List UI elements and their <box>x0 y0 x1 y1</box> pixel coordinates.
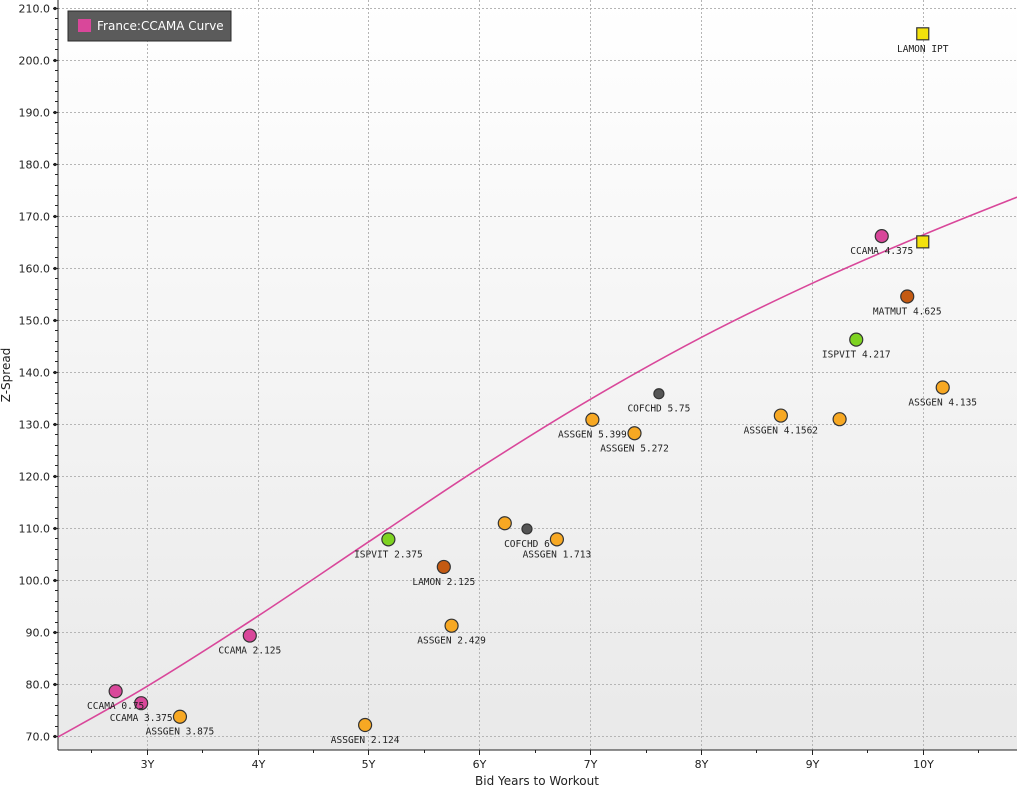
assgen-point[interactable] <box>935 380 950 395</box>
y-tick-dot <box>53 266 57 271</box>
x-tick-label: 4Y <box>252 758 266 771</box>
assgen-point-label: ASSGEN 4.1562 <box>744 426 818 437</box>
y-tick-label: 80.0 <box>26 679 51 692</box>
matmut-point-label: MATMUT 4.625 <box>873 306 942 317</box>
legend-entry-label: France:CCAMA Curve <box>97 19 224 33</box>
y-tick-dot <box>53 318 57 323</box>
assgen-point[interactable] <box>773 408 788 423</box>
cofchd-point[interactable] <box>521 523 533 535</box>
assgen-point-label: ASSGEN 5.272 <box>600 443 669 454</box>
y-tick-dot <box>53 370 57 375</box>
x-tick-label: 6Y <box>473 758 487 771</box>
y-tick-dot <box>53 58 57 63</box>
assgen-point-label: ASSGEN 3.875 <box>146 727 215 738</box>
lamon-ipt-point[interactable] <box>916 235 930 249</box>
lamon-ipt-point-label: LAMON IPT <box>897 44 949 55</box>
x-tick-label: 5Y <box>362 758 376 771</box>
curve-layer <box>57 196 1017 738</box>
y-tick-dot <box>53 6 57 11</box>
ccama-point-label: CCAMA 3.375 <box>110 713 173 724</box>
ispvit-point[interactable] <box>381 532 396 547</box>
legend-swatch <box>78 19 91 32</box>
y-tick-label: 140.0 <box>19 367 51 380</box>
assgen-point[interactable] <box>497 516 512 531</box>
assgen-point[interactable] <box>549 532 565 547</box>
ccama-point-label: CCAMA 2.125 <box>218 646 281 657</box>
points-layer <box>108 27 950 733</box>
y-tick-label: 200.0 <box>19 55 51 68</box>
y-tick-label: 160.0 <box>19 263 51 276</box>
ccama-point-label: CCAMA 0.75 <box>87 701 144 712</box>
x-axis-title: Bid Years to Workout <box>475 774 599 788</box>
y-tick-dot <box>53 110 57 115</box>
ispvit-point-label: ISPVIT 2.375 <box>354 549 423 560</box>
assgen-point[interactable] <box>444 618 459 633</box>
y-tick-label: 120.0 <box>19 471 51 484</box>
cofchd-point-label: COFCHD 5.75 <box>627 404 690 415</box>
plot-background <box>58 0 1017 750</box>
assgen-point-label: ASSGEN 1.713 <box>523 549 592 560</box>
tick-labels: 3Y 4Y 5Y 6Y 7Y 8Y 9Y 10Y 70.0 80.0 90.0 100.0 110.0 1… <box>19 3 979 771</box>
x-tick-label: 3Y <box>141 758 155 771</box>
ccama-point[interactable] <box>108 684 123 699</box>
lamon-point[interactable] <box>436 559 451 575</box>
assgen-point[interactable] <box>172 709 188 724</box>
ccama-point-label: CCAMA 4.375 <box>850 246 913 257</box>
cofchd-point-label: COFCHD 6 <box>504 539 550 550</box>
grid-lines <box>58 0 1017 750</box>
assgen-point-label: ASSGEN 2.429 <box>417 636 486 647</box>
x-tick-label: 10Y <box>913 758 934 771</box>
y-tick-label: 100.0 <box>19 575 51 588</box>
y-tick-label: 190.0 <box>19 107 51 120</box>
ccama-point[interactable] <box>242 628 257 643</box>
y-tick-label: 70.0 <box>26 731 51 744</box>
y-tick-dot <box>53 578 57 583</box>
lamon-ipt-point[interactable] <box>916 27 930 41</box>
y-tick-dot <box>53 214 57 219</box>
assgen-point[interactable] <box>832 412 847 427</box>
y-tick-label: 90.0 <box>26 627 51 640</box>
y-tick-dot <box>53 422 57 427</box>
y-tick-label: 110.0 <box>19 523 51 536</box>
legend[interactable]: France:CCAMA Curve <box>67 10 232 42</box>
x-tick-label: 8Y <box>695 758 709 771</box>
lamon-point-label: LAMON 2.125 <box>412 577 475 588</box>
y-tick-label: 180.0 <box>19 159 51 172</box>
assgen-point[interactable] <box>585 412 600 427</box>
assgen-point-label: ASSGEN 5.399 <box>558 430 627 441</box>
x-tick-label: 9Y <box>806 758 820 771</box>
cofchd-point[interactable] <box>653 388 665 400</box>
assgen-point-label: ASSGEN 4.135 <box>908 397 977 408</box>
ccama-curve-line <box>57 196 1017 738</box>
y-tick-label: 170.0 <box>19 211 51 224</box>
y-tick-label: 150.0 <box>19 315 51 328</box>
y-tick-dot <box>53 474 57 479</box>
y-tick-label: 130.0 <box>19 419 51 432</box>
y-tick-dot <box>53 526 57 531</box>
y-axis-title: Z-Spread <box>0 348 13 403</box>
assgen-point[interactable] <box>358 717 373 733</box>
ispvit-point-label: ISPVIT 4.217 <box>822 350 891 361</box>
legend-box <box>67 10 232 42</box>
y-tick-dot <box>53 630 57 635</box>
y-tick-dot <box>53 162 57 167</box>
assgen-point[interactable] <box>627 426 642 441</box>
ccama-point[interactable] <box>874 229 889 244</box>
matmut-point[interactable] <box>900 289 915 304</box>
y-tick-label: 210.0 <box>19 3 51 16</box>
y-tick-dot <box>53 682 57 687</box>
assgen-point-label: ASSGEN 2.124 <box>331 735 400 746</box>
axes <box>57 0 1017 751</box>
ccama-point[interactable] <box>134 696 149 711</box>
x-tick-label: 7Y <box>584 758 598 771</box>
y-tick-dot <box>53 734 57 739</box>
ispvit-point[interactable] <box>849 332 864 347</box>
